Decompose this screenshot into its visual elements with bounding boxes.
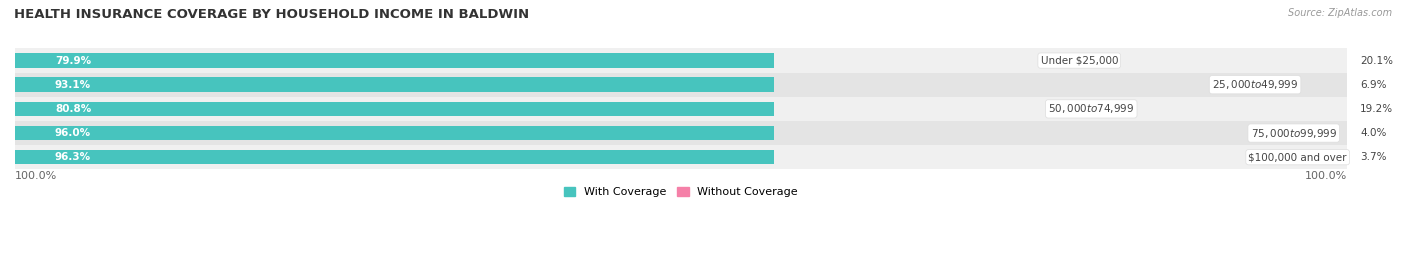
Bar: [15, 73, 1347, 97]
Text: 79.9%: 79.9%: [55, 56, 91, 66]
Text: 4.0%: 4.0%: [1360, 128, 1386, 138]
Bar: [15, 102, 775, 116]
Text: 96.0%: 96.0%: [55, 128, 91, 138]
Text: 93.1%: 93.1%: [55, 80, 91, 90]
Text: $75,000 to $99,999: $75,000 to $99,999: [1250, 126, 1337, 140]
Text: Under $25,000: Under $25,000: [1040, 56, 1118, 66]
Text: $100,000 and over: $100,000 and over: [1249, 152, 1347, 162]
Text: Source: ZipAtlas.com: Source: ZipAtlas.com: [1288, 8, 1392, 18]
Bar: [15, 150, 775, 164]
Text: HEALTH INSURANCE COVERAGE BY HOUSEHOLD INCOME IN BALDWIN: HEALTH INSURANCE COVERAGE BY HOUSEHOLD I…: [14, 8, 529, 21]
Legend: With Coverage, Without Coverage: With Coverage, Without Coverage: [560, 183, 803, 202]
Text: 20.1%: 20.1%: [1360, 56, 1393, 66]
Text: 100.0%: 100.0%: [15, 171, 58, 180]
Bar: [15, 145, 1347, 169]
Text: 96.3%: 96.3%: [55, 152, 91, 162]
Bar: [15, 77, 775, 92]
Text: 19.2%: 19.2%: [1360, 104, 1393, 114]
Text: 3.7%: 3.7%: [1360, 152, 1386, 162]
Text: $50,000 to $74,999: $50,000 to $74,999: [1047, 102, 1135, 115]
Bar: [15, 53, 775, 68]
Text: 6.9%: 6.9%: [1360, 80, 1386, 90]
Text: 80.8%: 80.8%: [55, 104, 91, 114]
Bar: [15, 97, 1347, 121]
Text: $25,000 to $49,999: $25,000 to $49,999: [1212, 78, 1298, 91]
Bar: [15, 48, 1347, 73]
Bar: [15, 126, 775, 140]
Text: 100.0%: 100.0%: [1305, 171, 1347, 180]
Bar: [15, 121, 1347, 145]
